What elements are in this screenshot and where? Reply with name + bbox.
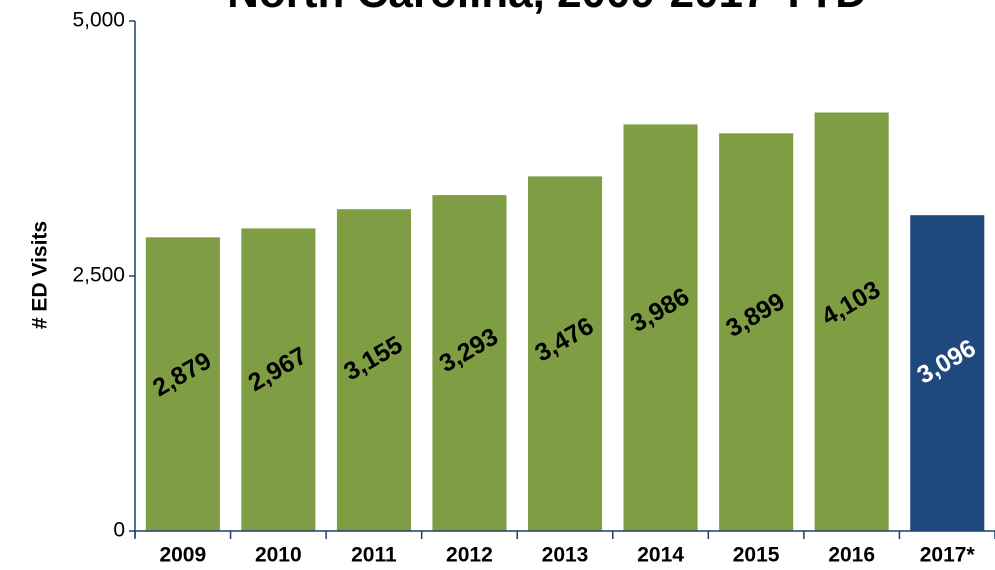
x-tick-label-2015: 2015 <box>733 544 780 567</box>
x-tick-label-2014: 2014 <box>637 544 684 567</box>
x-tick-label-2013: 2013 <box>542 544 589 567</box>
y-tick-label: 5,000 <box>72 9 125 32</box>
bar-2016 <box>814 112 889 531</box>
x-tick-label-2011: 2011 <box>351 544 397 567</box>
bar-2017* <box>910 215 985 531</box>
bar-2013 <box>528 176 603 531</box>
x-tick-label-2009: 2009 <box>159 544 206 567</box>
bar-2009 <box>145 237 220 532</box>
bar-2010 <box>241 228 316 531</box>
bar-2012 <box>432 195 507 531</box>
chart-title: North Carolina, 2009-2017 YTD <box>227 0 867 17</box>
axes-group: 0 2,500 5,000 2009 2010 2011 2012 2013 2014 2015 2… <box>72 9 995 567</box>
x-tick-label-2010: 2010 <box>255 544 302 567</box>
y-tick-label: 0 <box>113 519 125 542</box>
bar-2014 <box>623 124 698 532</box>
y-axis-label: # ED Visits <box>29 221 52 329</box>
y-tick-label: 2,500 <box>72 264 125 287</box>
x-tick-label-2017*: 2017* <box>920 544 976 567</box>
bar-2011 <box>336 209 411 531</box>
x-tick-label-2016: 2016 <box>828 544 875 567</box>
bar-2015 <box>719 133 794 532</box>
x-tick-label-2012: 2012 <box>446 544 493 567</box>
